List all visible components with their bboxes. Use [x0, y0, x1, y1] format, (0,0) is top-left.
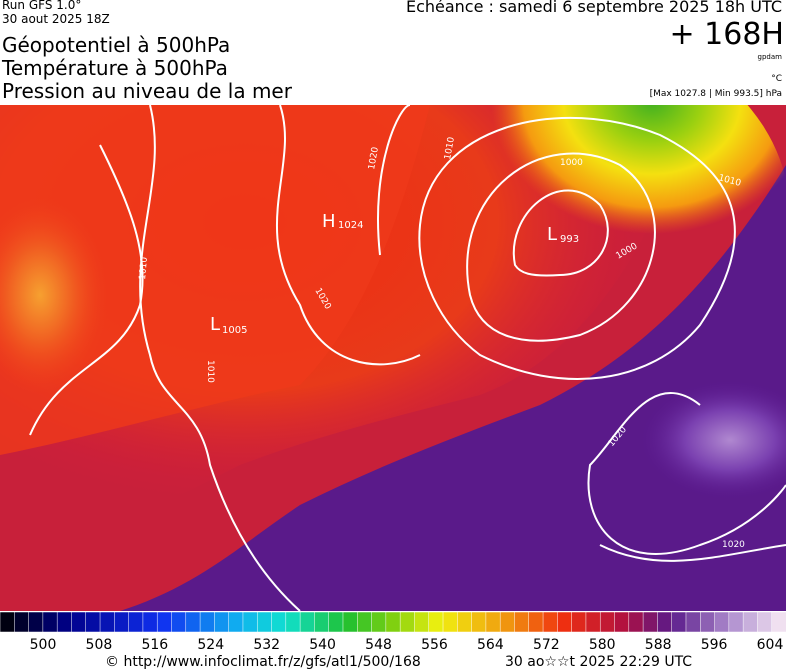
colorbar-label: 556 [421, 637, 448, 653]
colorbar-label: 548 [365, 637, 392, 653]
colorbar-swatch [614, 612, 630, 633]
colorbar-swatch [199, 612, 216, 633]
colorbar-swatch [357, 612, 373, 633]
colorbar-swatch [85, 612, 101, 633]
colorbar-label: 524 [197, 637, 224, 653]
colorbar-swatch [385, 612, 401, 633]
colorbar-swatch [156, 612, 173, 633]
isobar-label: 1010 [138, 256, 150, 280]
unit: gpdam [757, 53, 782, 61]
colorbar-swatch [685, 612, 702, 633]
colorbar-swatch [271, 612, 287, 633]
colorbar-swatch [628, 612, 644, 633]
colorbar-swatch [471, 612, 487, 633]
colorbar-swatch [114, 612, 130, 633]
colorbar-swatch [528, 612, 544, 633]
colorbar-swatch [728, 612, 744, 633]
colorbar-swatch [657, 612, 673, 633]
run: Run GFS 1.0° [2, 0, 82, 12]
isobar-label: 1020 [367, 146, 381, 171]
echeance: Echéance : samedi 6 septembre 2025 18h U… [405, 0, 782, 16]
title: Géopotentiel à 500hPa [2, 33, 231, 57]
colorbar-swatch [0, 612, 16, 633]
colorbar-swatch [56, 612, 73, 633]
colorbar-swatch [757, 612, 773, 633]
colorbar-swatch [414, 612, 430, 633]
colorbar-swatch [499, 612, 516, 633]
temp-unit: °C [771, 74, 782, 84]
high-letter: H [322, 211, 336, 232]
colorbar-label: 532 [253, 637, 280, 653]
colorbar-label: 580 [589, 637, 616, 653]
colorbar-label: 596 [701, 637, 728, 653]
low-value: 993 [560, 234, 579, 245]
colorbar-swatch [214, 612, 230, 633]
colorbar-label: 588 [645, 637, 672, 653]
colorbar-swatch [700, 612, 716, 633]
colorbar-swatch [442, 612, 459, 633]
low-letter: L [547, 224, 557, 245]
map: 1020 1020 1000 1000 1010 1010 1010 1010 … [0, 105, 786, 611]
colorbar-swatch [542, 612, 559, 633]
colorbar-swatch [71, 612, 87, 633]
colorbar-swatch [185, 612, 201, 633]
colorbar-swatch [571, 612, 587, 633]
colorbar-swatch [314, 612, 330, 633]
colorbar-label: 508 [86, 637, 113, 653]
colorbar-swatch [771, 612, 786, 633]
colorbar-swatch [457, 612, 473, 633]
title: Température à 500hPa [2, 56, 228, 80]
low-value: 1005 [222, 325, 247, 336]
colorbar-swatch [128, 612, 144, 633]
colorbar-swatch [242, 612, 258, 633]
colorbar-swatch [742, 612, 759, 633]
title: Pression au niveau de la mer [2, 79, 292, 103]
colorbar-swatch [14, 612, 30, 633]
colorbar-swatch [42, 612, 58, 633]
colorbar-label: 572 [533, 637, 560, 653]
colorbar-swatch [228, 612, 244, 633]
colorbar-label: 516 [141, 637, 168, 653]
colorbar-swatch [342, 612, 359, 633]
run-date: 30 aout 2025 18Z [2, 12, 110, 26]
colorbar-swatch [328, 612, 344, 633]
colorbar-swatch [399, 612, 416, 633]
source: © http://www.infoclimat.fr/z/gfs/atl1/50… [105, 654, 421, 670]
colorbar-swatch [28, 612, 44, 633]
colorbar-swatch [299, 612, 316, 633]
extremes: [Max 1027.8 | Min 993.5] hPa [649, 89, 782, 99]
colorbar-swatch [256, 612, 273, 633]
colorbar-swatch [557, 612, 573, 633]
colorbar-swatch [671, 612, 687, 633]
low-letter: L [210, 314, 220, 335]
generated: 30 ao☆☆t 2025 22:29 UTC [505, 654, 693, 670]
colorbar-label: 564 [477, 637, 504, 653]
isobar-label: 1010 [205, 360, 215, 383]
colorbar-swatch [99, 612, 116, 633]
colorbar-swatch [485, 612, 501, 633]
colorbar-swatch [599, 612, 616, 633]
colorbar-swatch [371, 612, 387, 633]
colorbar-swatch [585, 612, 601, 633]
colorbar-swatch [514, 612, 530, 633]
colorbar-label: 540 [309, 637, 336, 653]
isobar-label: 1000 [560, 158, 583, 168]
isobar-label: 1020 [722, 540, 745, 550]
colorbar-swatch [642, 612, 659, 633]
colorbar-label: 604 [757, 637, 784, 653]
colorbar-swatch [428, 612, 444, 633]
isobar-label: 1010 [443, 136, 457, 161]
colorbar-swatch [171, 612, 187, 633]
colorbar-swatch [285, 612, 301, 633]
colorbar: 500 508 516 524 532 540 548 556 564 572 580 588 596 6… [0, 612, 786, 653]
colorbar-swatch [714, 612, 730, 633]
colorbar-swatch [142, 612, 158, 633]
lead-time: + 168H [669, 17, 785, 52]
colorbar-label: 500 [30, 637, 57, 653]
high-value: 1024 [338, 220, 363, 231]
